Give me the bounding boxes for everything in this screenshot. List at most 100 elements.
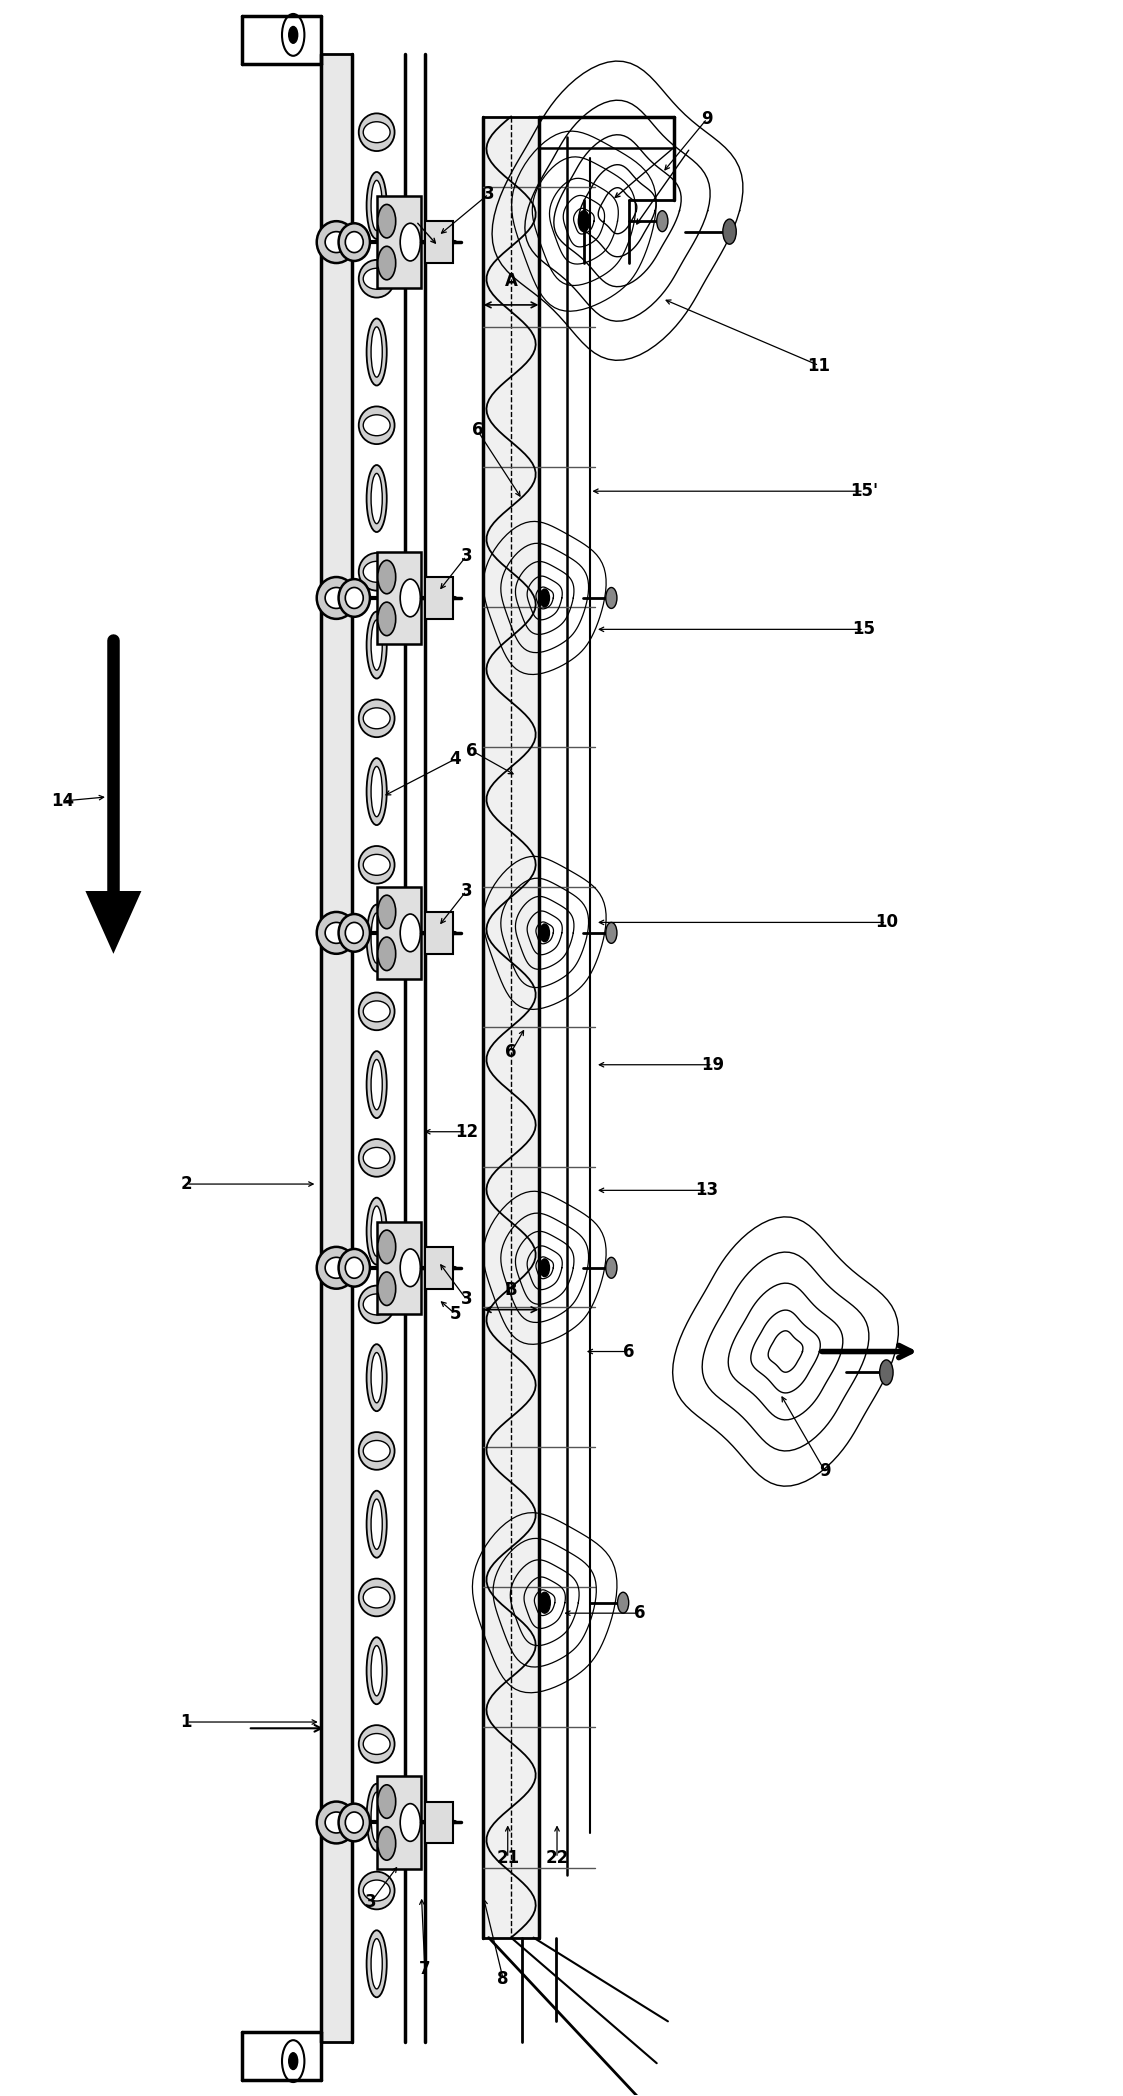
Ellipse shape xyxy=(371,1499,382,1549)
Ellipse shape xyxy=(366,1490,386,1557)
Ellipse shape xyxy=(366,172,386,239)
Circle shape xyxy=(377,895,395,929)
Ellipse shape xyxy=(345,233,363,254)
Ellipse shape xyxy=(366,612,386,679)
Ellipse shape xyxy=(358,700,394,738)
Text: 3: 3 xyxy=(460,1291,472,1308)
Circle shape xyxy=(540,1260,549,1276)
Ellipse shape xyxy=(358,1138,394,1176)
Circle shape xyxy=(723,220,737,245)
Circle shape xyxy=(400,1805,420,1840)
Ellipse shape xyxy=(366,905,386,973)
Ellipse shape xyxy=(338,578,369,616)
Ellipse shape xyxy=(363,1880,390,1901)
Text: 10: 10 xyxy=(875,914,898,931)
Text: 3: 3 xyxy=(460,547,472,566)
Text: 3: 3 xyxy=(365,1893,377,1912)
Circle shape xyxy=(657,212,668,233)
Circle shape xyxy=(539,1593,550,1614)
Ellipse shape xyxy=(363,268,390,289)
Bar xyxy=(483,117,539,1937)
Ellipse shape xyxy=(326,1258,347,1279)
Circle shape xyxy=(377,1828,395,1859)
Ellipse shape xyxy=(338,224,369,260)
Circle shape xyxy=(540,589,549,608)
Ellipse shape xyxy=(363,855,390,876)
Ellipse shape xyxy=(363,1147,390,1167)
Bar xyxy=(321,54,351,2042)
Bar xyxy=(376,887,421,979)
Ellipse shape xyxy=(371,767,382,817)
Ellipse shape xyxy=(363,708,390,729)
Ellipse shape xyxy=(358,407,394,444)
Text: 6: 6 xyxy=(505,1044,517,1061)
Ellipse shape xyxy=(371,180,382,231)
Ellipse shape xyxy=(371,327,382,377)
Circle shape xyxy=(400,1249,420,1287)
Ellipse shape xyxy=(363,122,390,143)
Ellipse shape xyxy=(326,1813,347,1834)
Ellipse shape xyxy=(358,1432,394,1469)
Circle shape xyxy=(540,924,549,941)
Ellipse shape xyxy=(358,113,394,151)
Bar xyxy=(424,576,453,618)
Ellipse shape xyxy=(338,1249,369,1287)
Bar xyxy=(424,222,453,262)
Text: 11: 11 xyxy=(807,356,831,375)
Text: 15: 15 xyxy=(852,620,876,639)
Text: 8: 8 xyxy=(497,1970,509,1989)
Bar xyxy=(376,1222,421,1314)
Ellipse shape xyxy=(371,1058,382,1109)
Ellipse shape xyxy=(358,994,394,1031)
Text: 6: 6 xyxy=(466,742,477,759)
Text: 15': 15' xyxy=(850,482,878,501)
Circle shape xyxy=(578,212,590,233)
Circle shape xyxy=(289,27,298,44)
Ellipse shape xyxy=(363,415,390,436)
Ellipse shape xyxy=(366,1930,386,1997)
Ellipse shape xyxy=(366,1344,386,1411)
Ellipse shape xyxy=(358,1872,394,1909)
Bar xyxy=(376,551,421,643)
Ellipse shape xyxy=(363,1440,390,1461)
Text: 1: 1 xyxy=(181,1712,192,1731)
Ellipse shape xyxy=(371,914,382,964)
Ellipse shape xyxy=(366,1050,386,1117)
Ellipse shape xyxy=(345,587,363,608)
Text: 5: 5 xyxy=(449,1306,460,1323)
Ellipse shape xyxy=(317,1803,356,1842)
Circle shape xyxy=(618,1593,629,1614)
Ellipse shape xyxy=(371,474,382,524)
Text: 6: 6 xyxy=(472,421,483,440)
Ellipse shape xyxy=(358,1725,394,1763)
Ellipse shape xyxy=(326,922,347,943)
Ellipse shape xyxy=(358,260,394,298)
Bar xyxy=(376,1777,421,1868)
Circle shape xyxy=(377,560,395,593)
Bar xyxy=(424,1247,453,1289)
Text: 2: 2 xyxy=(181,1176,192,1193)
Ellipse shape xyxy=(363,1293,390,1314)
Ellipse shape xyxy=(358,847,394,885)
Text: A: A xyxy=(504,272,518,289)
Circle shape xyxy=(289,2052,298,2069)
Circle shape xyxy=(605,1258,617,1279)
Text: 22: 22 xyxy=(546,1849,568,1868)
Polygon shape xyxy=(85,891,141,954)
Ellipse shape xyxy=(371,1792,382,1842)
Ellipse shape xyxy=(363,1733,390,1754)
Ellipse shape xyxy=(317,222,356,262)
Ellipse shape xyxy=(371,1352,382,1402)
Circle shape xyxy=(400,914,420,952)
Ellipse shape xyxy=(358,1578,394,1616)
Circle shape xyxy=(879,1360,893,1385)
Ellipse shape xyxy=(371,1939,382,1989)
Text: 3: 3 xyxy=(460,882,472,899)
Circle shape xyxy=(377,937,395,970)
Circle shape xyxy=(377,1230,395,1264)
Text: 6: 6 xyxy=(623,1344,634,1360)
Circle shape xyxy=(605,587,617,608)
Text: 9: 9 xyxy=(702,109,713,128)
Ellipse shape xyxy=(371,1205,382,1256)
Ellipse shape xyxy=(366,759,386,826)
